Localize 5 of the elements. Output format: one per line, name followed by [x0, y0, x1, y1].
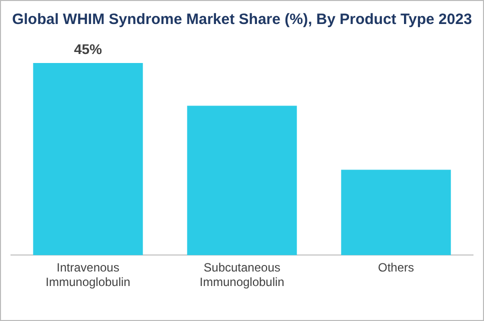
x-tick-label: Others — [378, 260, 414, 275]
chart-title: Global WHIM Syndrome Market Share (%), By Product Type 2023 — [12, 11, 472, 28]
data-label: 45% — [74, 40, 103, 57]
x-tick-label: Intravenous Immunoglobulin — [46, 260, 130, 290]
x-tick-label: Subcutaneous Immunoglobulin — [200, 260, 284, 290]
